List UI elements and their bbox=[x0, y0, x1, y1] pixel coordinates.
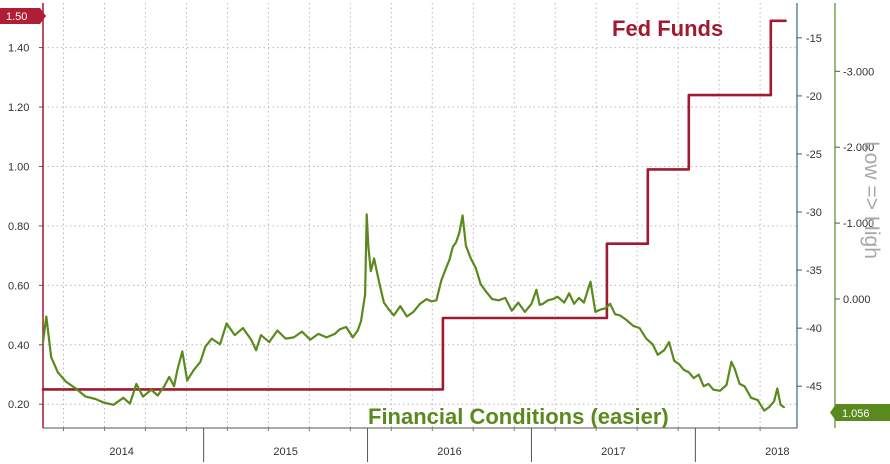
left-tick-label: 0.40 bbox=[8, 340, 29, 352]
right-1-tick-label: -15 bbox=[806, 33, 822, 45]
financial-conditions-badge-shape bbox=[830, 404, 890, 421]
left-tick-label: 0.60 bbox=[8, 280, 29, 292]
fed_funds-line bbox=[41, 19, 787, 391]
financial_conditions-line bbox=[41, 213, 785, 412]
fed-funds-badge: 1.50 bbox=[0, 8, 46, 24]
fed-funds-annotation: Fed Funds bbox=[612, 16, 723, 41]
left-tick-label: 0.80 bbox=[8, 221, 29, 233]
left-tick-label: 1.00 bbox=[8, 161, 29, 173]
x-tick-label: 2015 bbox=[273, 446, 297, 458]
right-1-tick-label: -40 bbox=[806, 323, 822, 335]
left-tick-label: 1.40 bbox=[8, 43, 29, 55]
right-2-tick-label: -3.000 bbox=[843, 66, 874, 78]
fed-funds-badge-value: 1.50 bbox=[6, 11, 27, 23]
x-tick-label: 2016 bbox=[437, 446, 461, 458]
left-tick-label: 0.20 bbox=[8, 399, 29, 411]
right-1-tick-label: -20 bbox=[806, 91, 822, 103]
right-1-tick-label: -25 bbox=[806, 149, 822, 161]
right-2-tick-label: -1.000 bbox=[843, 218, 874, 230]
right-1-tick-label: -35 bbox=[806, 265, 822, 277]
right-1-tick-label: -30 bbox=[806, 207, 822, 219]
series-lines bbox=[41, 19, 787, 412]
gridlines bbox=[43, 3, 797, 428]
axes: 0.20 0.40 0.60 0.80 1.00 1.20 1.40 -15 -20 -25 -30… bbox=[8, 3, 874, 462]
x-tick-label: 2017 bbox=[601, 446, 625, 458]
financial-conditions-badge-value: 1.056 bbox=[842, 408, 870, 420]
right-1-tick-label: -45 bbox=[806, 381, 822, 393]
right-2-tick-label: -2.000 bbox=[843, 142, 874, 154]
right-2-tick-label: 0.000 bbox=[843, 294, 871, 306]
financial-conditions-annotation: Financial Conditions (easier) bbox=[368, 404, 669, 429]
fed-funds-badge-shape bbox=[0, 8, 46, 24]
left-tick-label: 1.20 bbox=[8, 102, 29, 114]
financial-conditions-badge: 1.056 bbox=[830, 404, 890, 421]
x-tick-label: 2014 bbox=[109, 446, 133, 458]
x-tick-label: 2018 bbox=[765, 446, 789, 458]
right-axis-label: Low => High bbox=[860, 141, 883, 259]
